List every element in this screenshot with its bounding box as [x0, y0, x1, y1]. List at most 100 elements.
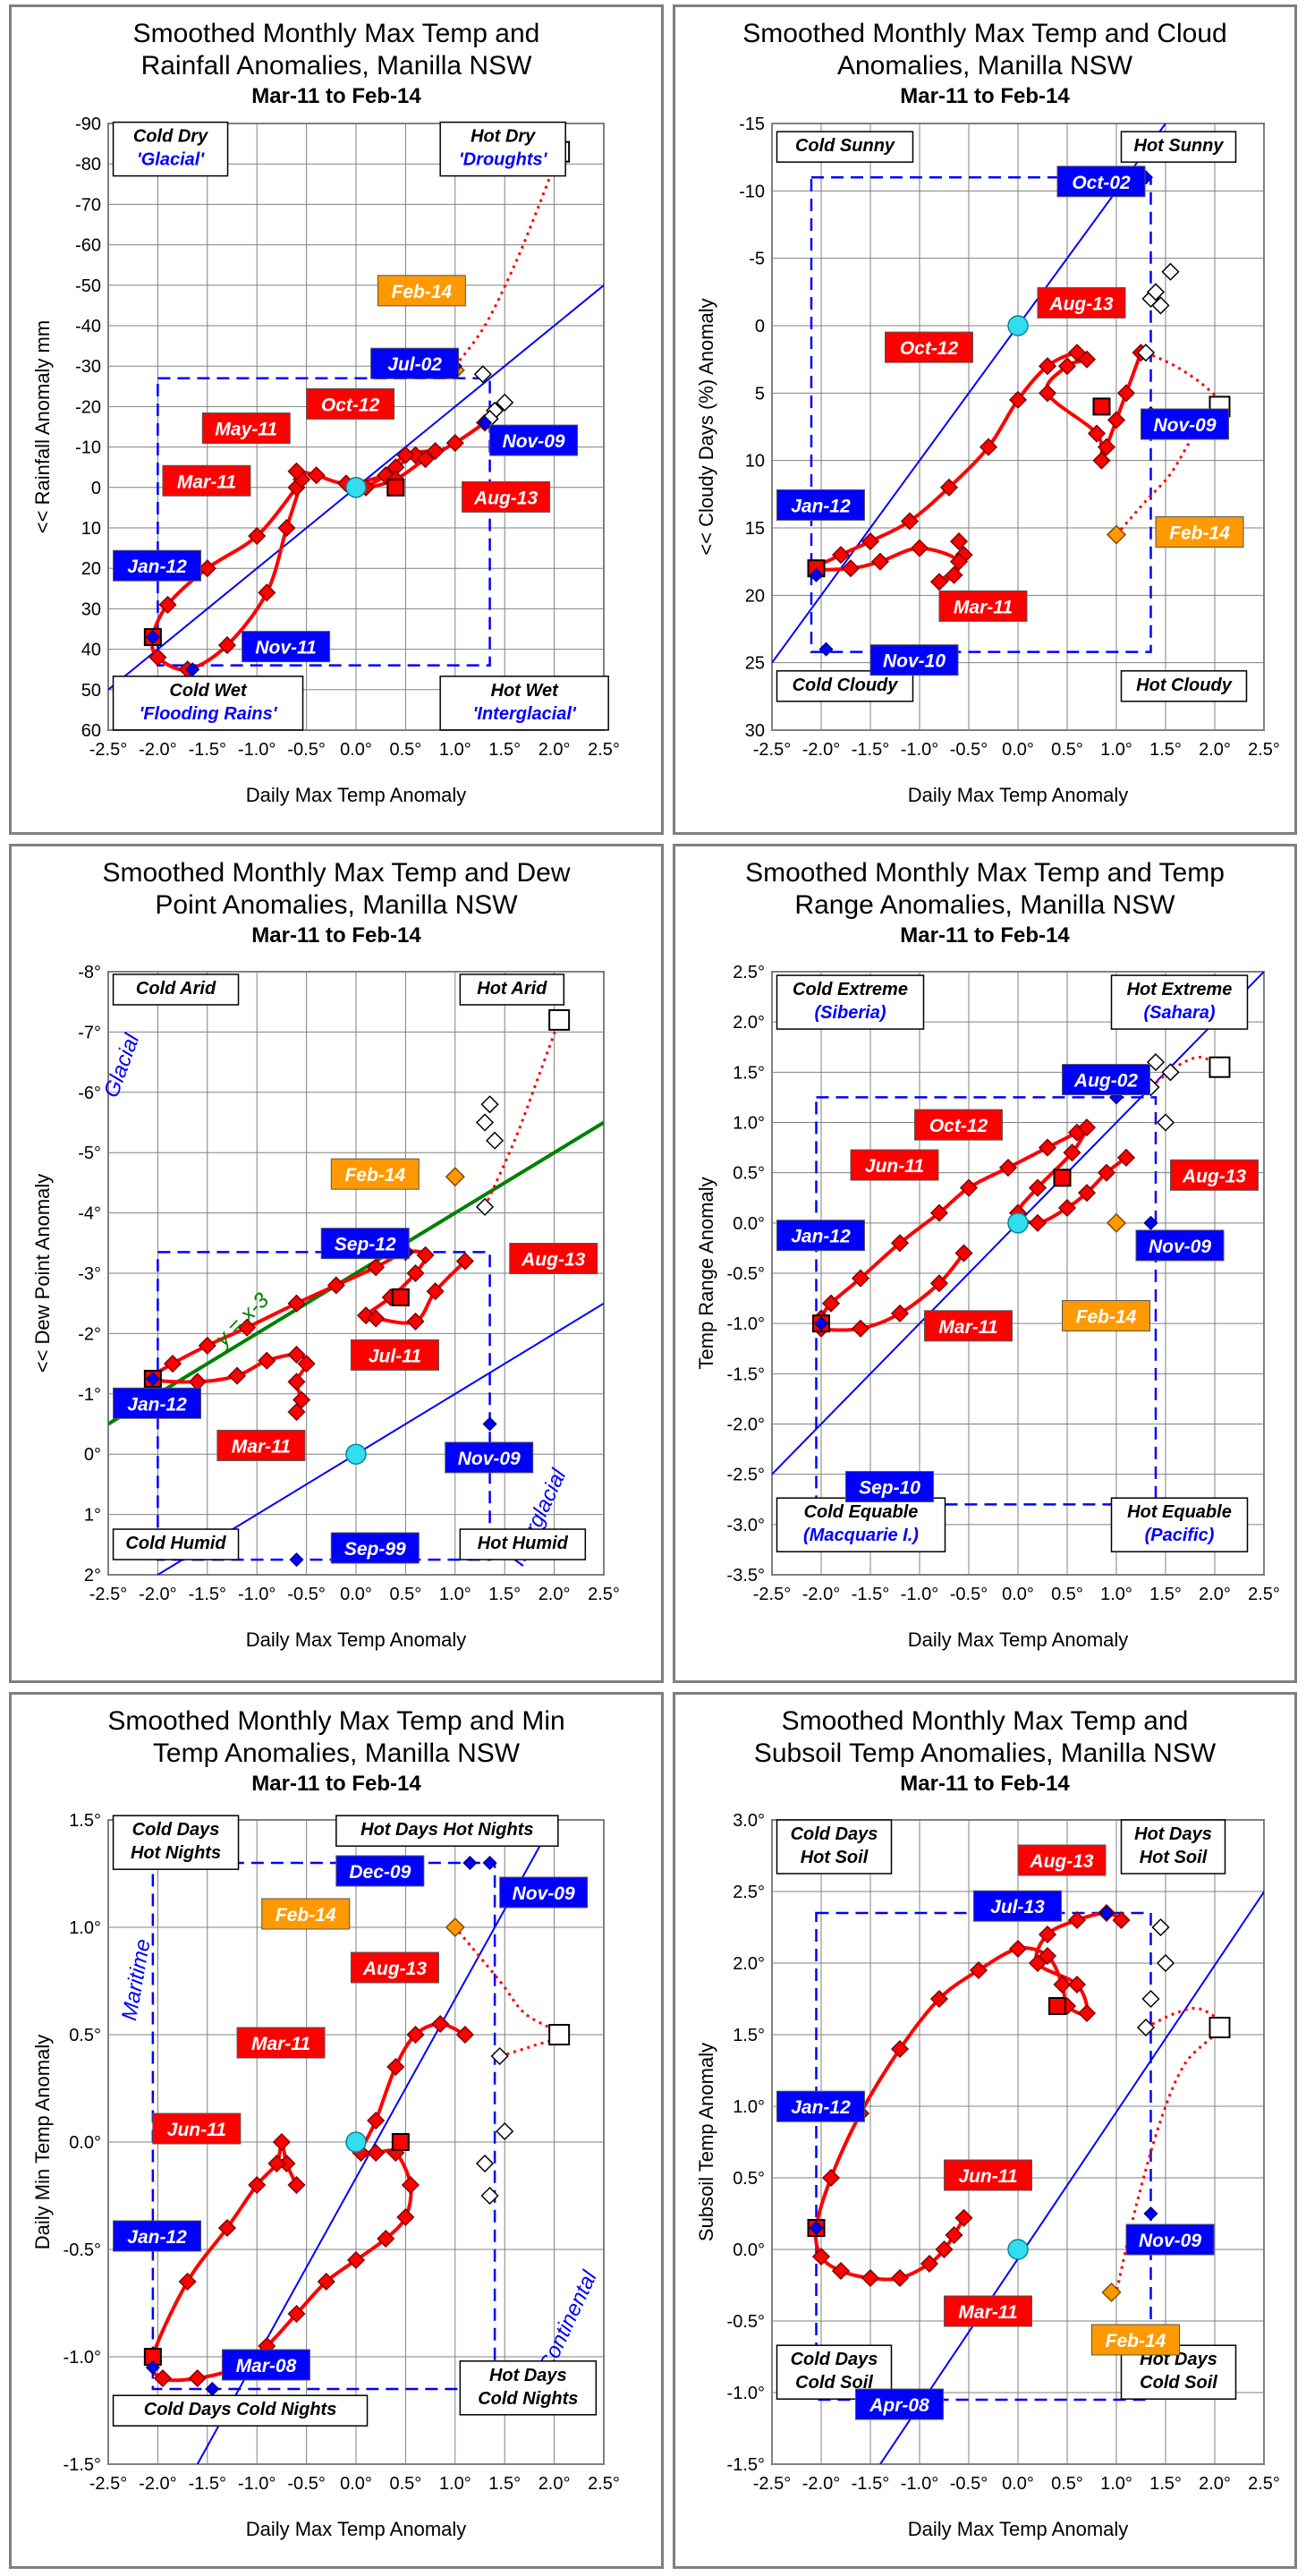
square-marker: [386, 478, 405, 497]
y-tick-label: -20: [75, 397, 101, 417]
date-label-box: [850, 1149, 939, 1181]
date-label: Dec-09: [349, 1862, 411, 1883]
x-tick-label: -0.5°: [950, 740, 988, 760]
x-tick-label: -2.0°: [802, 1585, 840, 1604]
y-tick-label: -2°: [78, 1324, 101, 1344]
annotation: Feb-14: [1091, 2324, 1180, 2356]
corner-label-box: [776, 974, 925, 1030]
annotation: Oct-12: [885, 331, 973, 363]
date-label-box: [377, 275, 466, 307]
data-point: [287, 1373, 306, 1391]
chart-title: Smoothed Monthly Max Temp and Dew Point A…: [102, 858, 571, 920]
data-point: [1067, 1975, 1087, 1994]
annotation: Nov-10: [869, 644, 959, 676]
x-tick-label: -1.5°: [852, 740, 889, 760]
y-tick-label: -5°: [78, 1143, 101, 1163]
orange-point: [1106, 524, 1127, 545]
date-label-box: [162, 464, 251, 497]
y-tick-label: 0°: [84, 1445, 101, 1465]
x-tick-label: -1.5°: [852, 1585, 889, 1604]
data-point: [1057, 357, 1077, 376]
date-label: Nov-11: [255, 638, 316, 659]
data-point: [153, 2368, 173, 2388]
data-point: [945, 2225, 963, 2245]
corner-label-box: [439, 121, 566, 177]
data-point: [158, 595, 177, 614]
data-point: [1112, 1910, 1131, 1930]
square-marker: [1092, 397, 1111, 416]
y-tick-label: -1.5°: [64, 2455, 101, 2475]
data-point: [929, 1274, 949, 1293]
data-point: [831, 546, 851, 565]
chart-subtitle: Mar-11 to Feb-14: [251, 923, 421, 948]
y-tick-label: -6°: [78, 1084, 101, 1103]
data-point: [861, 2268, 880, 2288]
x-tick-label: -2.0°: [802, 2474, 840, 2494]
annotation: Aug-13: [1037, 286, 1126, 319]
data-point: [1063, 1143, 1081, 1162]
date-label: Feb-14: [276, 1905, 336, 1926]
y-tick-label: -2.0°: [727, 1416, 765, 1435]
annotation: Cold Days Hot Nights: [112, 1815, 240, 1870]
date-label-box: [1135, 1229, 1225, 1262]
origin-point: [1007, 1212, 1029, 1234]
chart-subtitle: Mar-11 to Feb-14: [900, 923, 1070, 948]
y-axis-label: << Dew Point Anomaly: [31, 1174, 54, 1373]
data-point: [1028, 1953, 1047, 1973]
y-tick-label: 0.0°: [69, 2133, 101, 2153]
corner-label-title: Cold Days: [132, 1820, 220, 1840]
date-label-box: [1170, 1159, 1259, 1191]
corner-label-box: [335, 1815, 559, 1847]
x-axis-label: Daily Max Temp Anomaly: [246, 1628, 467, 1651]
reference-line: [879, 1890, 1264, 2464]
record-point: [1143, 1215, 1158, 1230]
annotation: Hot Days Hot Soil: [1120, 1819, 1226, 1875]
recent-point: [1151, 1917, 1170, 1937]
latest-square: [1208, 2017, 1231, 2038]
x-tick-label: 0.0°: [340, 740, 372, 760]
corner-label-title: Hot Days: [489, 2366, 567, 2385]
corner-label-subtitle: Cold Soil: [1140, 2373, 1217, 2393]
x-tick-label: 2.0°: [1199, 2474, 1231, 2494]
date-label-box: [1125, 2223, 1215, 2256]
extreme-range-box: [815, 1096, 1158, 1506]
annotation: Mar-11: [924, 1310, 1013, 1342]
x-tick-label: 2.5°: [588, 2474, 620, 2494]
record-point: [818, 642, 834, 657]
annotation: Jun-11: [850, 1149, 939, 1181]
data-point: [292, 1390, 311, 1409]
annotation: Hot Extreme (Sahara): [1110, 974, 1249, 1030]
x-tick-label: 2.5°: [588, 1585, 620, 1604]
corner-label-title: Cold Equable: [804, 1502, 919, 1522]
annotation: Feb-14: [261, 1898, 351, 1930]
date-label: Aug-13: [521, 1250, 585, 1271]
date-label: Nov-09: [1153, 415, 1216, 436]
date-label-box: [509, 1243, 598, 1275]
square-marker: [1048, 1997, 1066, 2015]
data-point: [1116, 1148, 1136, 1167]
date-label-box: [370, 347, 460, 379]
recent-point: [496, 393, 514, 412]
annotation: Aug-13: [509, 1243, 598, 1275]
data-point: [367, 2111, 386, 2130]
x-tick-label: 1.5°: [1149, 1585, 1182, 1604]
annotation: Cold Wet 'Flooding Rains': [112, 676, 304, 731]
annotation: Mar-08: [221, 2349, 310, 2381]
date-label: Jul-02: [387, 354, 442, 375]
corner-label-title: Cold Wet: [169, 681, 248, 701]
x-tick-label: -1.5°: [189, 740, 226, 760]
x-tick-label: -0.5°: [950, 1585, 988, 1604]
corner-label-title: Cold Days: [791, 2350, 878, 2369]
y-tick-label: -1.5°: [727, 1365, 765, 1384]
y-tick-label: 10: [745, 452, 765, 472]
y-tick-label: -3°: [78, 1264, 101, 1284]
x-axis-label: Daily Max Temp Anomaly: [908, 1628, 1129, 1651]
data-point: [851, 1319, 870, 1338]
corner-label-box: [112, 2394, 369, 2427]
chart-panel-subsoil: Smoothed Monthly Max Temp and Subsoil Tem…: [673, 1692, 1297, 2569]
data-point: [287, 1294, 306, 1313]
data-point: [1077, 1184, 1097, 1203]
data-point: [920, 2254, 939, 2274]
x-tick-label: -2.5°: [753, 1585, 791, 1604]
corner-label-title: Hot Cloudy: [1136, 676, 1233, 695]
